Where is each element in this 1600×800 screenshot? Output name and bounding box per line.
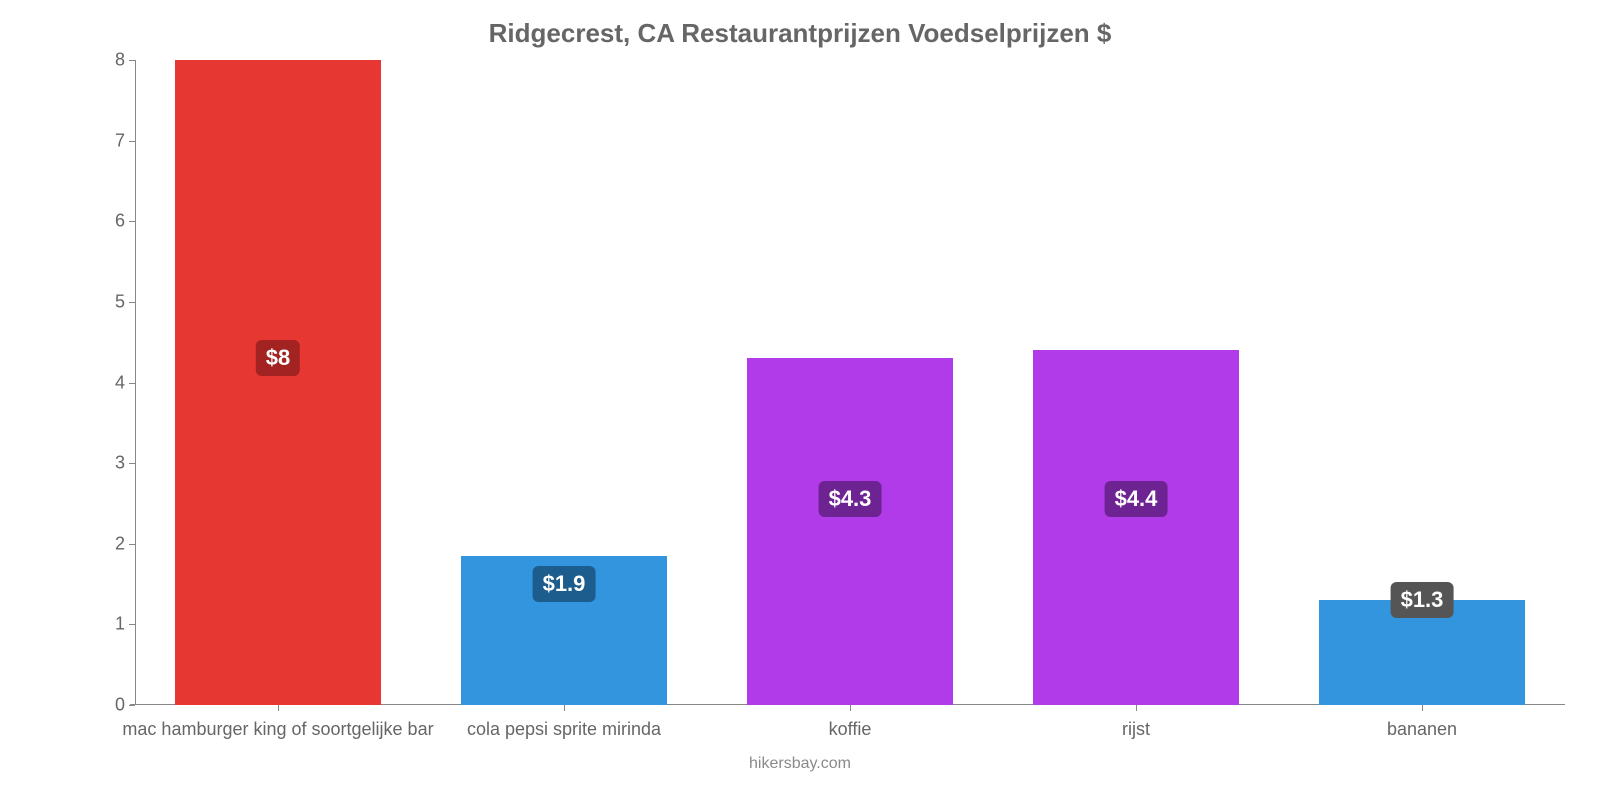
y-tick-mark — [129, 302, 135, 303]
y-tick-label: 5 — [115, 291, 125, 312]
x-tick-label: rijst — [1122, 719, 1150, 740]
y-tick-label: 8 — [115, 50, 125, 71]
x-tick-mark — [850, 705, 851, 711]
value-badge: $1.9 — [533, 566, 596, 602]
y-tick-label: 7 — [115, 130, 125, 151]
x-tick-label: cola pepsi sprite mirinda — [467, 719, 661, 740]
chart-attribution: hikersbay.com — [0, 755, 1600, 773]
y-tick-label: 4 — [115, 372, 125, 393]
y-tick-label: 2 — [115, 533, 125, 554]
x-tick-label: bananen — [1387, 719, 1457, 740]
bar — [1033, 350, 1239, 705]
x-tick-mark — [1422, 705, 1423, 711]
x-tick-mark — [278, 705, 279, 711]
y-tick-mark — [129, 624, 135, 625]
y-tick-mark — [129, 463, 135, 464]
plot-area: 012345678$8mac hamburger king of soortge… — [135, 60, 1565, 705]
y-tick-mark — [129, 141, 135, 142]
y-axis-line — [135, 60, 136, 705]
value-badge: $8 — [256, 340, 300, 376]
y-tick-mark — [129, 60, 135, 61]
bar — [175, 60, 381, 705]
value-badge: $1.3 — [1391, 582, 1454, 618]
x-tick-label: koffie — [829, 719, 872, 740]
x-tick-mark — [1136, 705, 1137, 711]
y-tick-label: 0 — [115, 695, 125, 716]
y-tick-mark — [129, 221, 135, 222]
y-tick-mark — [129, 705, 135, 706]
y-tick-label: 6 — [115, 211, 125, 232]
value-badge: $4.3 — [819, 481, 882, 517]
chart-title: Ridgecrest, CA Restaurantprijzen Voedsel… — [0, 18, 1600, 49]
y-tick-label: 3 — [115, 453, 125, 474]
x-tick-label: mac hamburger king of soortgelijke bar — [122, 719, 433, 740]
value-badge: $4.4 — [1105, 481, 1168, 517]
bar — [747, 358, 953, 705]
y-tick-label: 1 — [115, 614, 125, 635]
x-tick-mark — [564, 705, 565, 711]
y-tick-mark — [129, 544, 135, 545]
y-tick-mark — [129, 383, 135, 384]
